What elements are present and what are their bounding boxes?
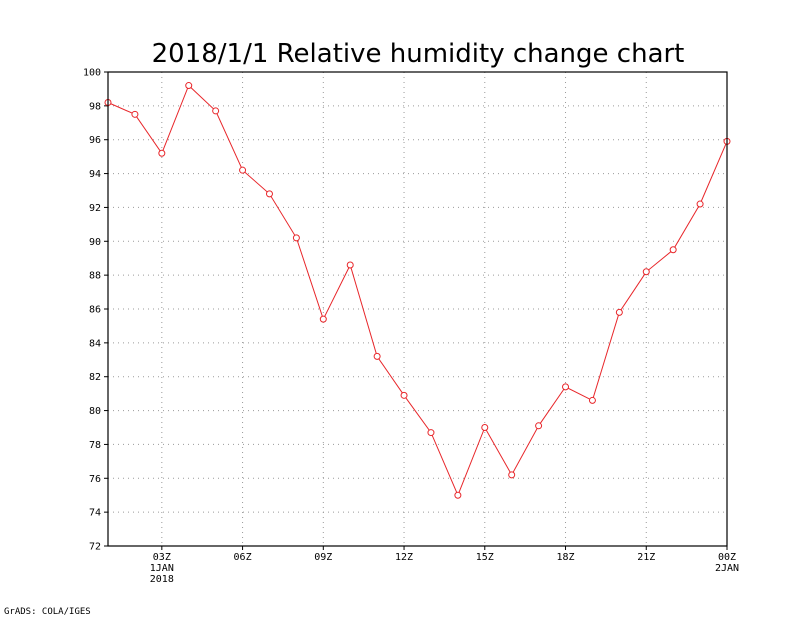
x-tick-label: 21Z [637,552,655,563]
x-tick-label: 15Z [476,552,494,563]
x-tick-label: 12Z [395,552,413,563]
data-point [642,268,650,276]
data-point [454,491,462,499]
series-line [107,84,728,497]
data-point [669,246,677,254]
y-axis-ticks: 72 74 76 78 80 82 84 86 88 90 92 94 96 98 100 [83,68,108,553]
x-tick-label: 03Z [153,552,171,563]
data-point [292,234,300,242]
x-tick-label: 2018 [150,574,174,585]
data-point [588,396,596,404]
data-point [131,110,139,118]
humidity-series [104,82,731,499]
y-tick-label: 78 [89,440,101,451]
y-tick-label: 74 [89,508,101,519]
y-tick-label: 96 [89,135,101,146]
data-point [239,166,247,174]
data-point [696,200,704,208]
data-point [427,429,435,437]
y-tick-label: 86 [89,305,101,316]
data-point [319,315,327,323]
y-tick-label: 72 [89,542,101,553]
y-tick-label: 88 [89,271,101,282]
data-point [265,190,273,198]
data-point [158,149,166,157]
y-tick-label: 84 [89,338,101,349]
y-tick-label: 100 [83,68,101,79]
x-tick-label: 2JAN [715,563,739,574]
data-point [615,308,623,316]
y-tick-label: 94 [89,169,101,180]
grid [108,72,727,546]
y-tick-label: 82 [89,372,101,383]
y-tick-label: 98 [89,101,101,112]
grads-credit: GrADS: COLA/IGES [4,607,91,617]
data-point [535,422,543,430]
data-point [346,261,354,269]
x-tick-label: 18Z [556,552,574,563]
y-tick-label: 76 [89,474,101,485]
x-tick-label: 00Z [718,552,736,563]
data-point [562,383,570,391]
data-point [212,107,220,115]
y-tick-label: 90 [89,237,101,248]
data-point [508,471,516,479]
plot-frame [107,71,728,547]
data-point [400,391,408,399]
x-tick-label: 1JAN [150,563,174,574]
x-tick-label: 09Z [314,552,332,563]
chart-title: 2018/1/1 Relative humidity change chart [152,39,685,69]
x-tick-label: 06Z [234,552,252,563]
data-point [185,82,193,90]
y-tick-label: 92 [89,203,101,214]
data-point [373,352,381,360]
y-tick-label: 80 [89,406,101,417]
data-point [481,424,489,431]
